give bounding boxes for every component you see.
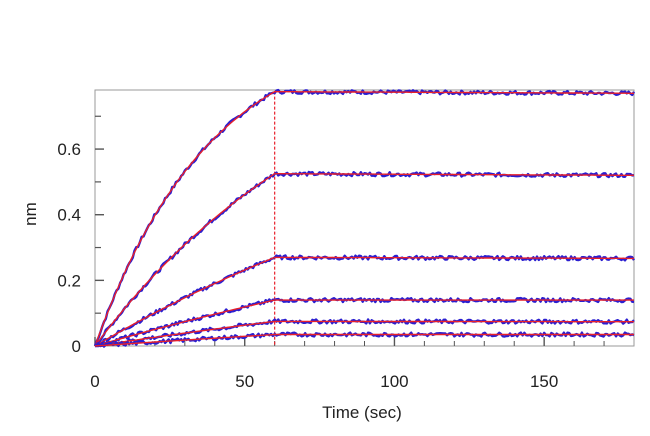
measured-curve-3 — [94, 254, 636, 348]
x-axis-title: Time (sec) — [322, 403, 402, 422]
y-axis-title: nm — [21, 202, 40, 226]
x-tick-label: 150 — [530, 372, 558, 391]
x-tick-label: 0 — [90, 372, 99, 391]
x-tick-label: 100 — [380, 372, 408, 391]
measured-curve-6 — [94, 331, 635, 348]
fit-curve-2 — [94, 173, 634, 347]
y-tick-label: 0 — [72, 337, 81, 356]
measured-curve-1 — [93, 88, 636, 347]
fit-curve-6 — [94, 333, 634, 347]
plot-area — [93, 88, 636, 348]
fit-curve-1 — [94, 90, 634, 347]
x-tick-label: 50 — [235, 372, 254, 391]
measured-curve-2 — [94, 170, 635, 347]
y-axis: 0 0.2 0.4 0.6 — [57, 115, 104, 356]
y-tick-label: 0.6 — [57, 140, 81, 159]
fit-curve-5 — [94, 320, 634, 347]
fit-curve-4 — [94, 299, 634, 347]
x-axis: 0 50 100 150 — [90, 337, 605, 391]
plot-frame — [94, 89, 635, 347]
y-tick-label: 0.4 — [57, 206, 81, 225]
fit-curve-3 — [94, 256, 634, 347]
y-tick-label: 0.2 — [57, 271, 81, 290]
